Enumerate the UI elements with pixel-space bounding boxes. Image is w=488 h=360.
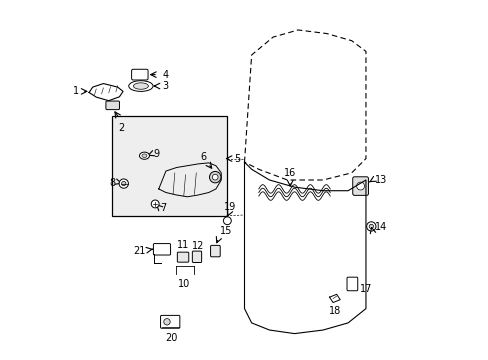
Text: 9: 9 xyxy=(153,149,160,158)
Text: 10: 10 xyxy=(178,279,190,289)
Text: 5: 5 xyxy=(234,154,240,163)
Circle shape xyxy=(212,174,218,180)
Text: 11: 11 xyxy=(177,240,189,250)
Text: 15: 15 xyxy=(220,226,232,236)
Circle shape xyxy=(368,224,373,229)
Text: 8: 8 xyxy=(109,178,116,188)
FancyBboxPatch shape xyxy=(131,69,148,80)
Circle shape xyxy=(209,171,221,183)
FancyBboxPatch shape xyxy=(210,246,220,257)
Text: 13: 13 xyxy=(374,175,386,185)
Circle shape xyxy=(151,200,159,208)
Bar xyxy=(112,116,226,216)
Text: 14: 14 xyxy=(374,222,386,232)
FancyBboxPatch shape xyxy=(153,244,170,255)
Circle shape xyxy=(356,182,364,190)
Text: 6: 6 xyxy=(200,152,206,162)
Text: 20: 20 xyxy=(165,333,177,343)
Text: 19: 19 xyxy=(224,202,236,212)
Text: 4: 4 xyxy=(162,70,168,80)
Text: 16: 16 xyxy=(284,168,296,178)
FancyBboxPatch shape xyxy=(192,251,201,262)
Text: 3: 3 xyxy=(162,81,168,91)
Text: 18: 18 xyxy=(328,306,340,316)
Text: 17: 17 xyxy=(359,284,371,294)
FancyBboxPatch shape xyxy=(106,101,119,110)
Ellipse shape xyxy=(128,81,153,91)
Circle shape xyxy=(366,222,375,231)
Text: 21: 21 xyxy=(133,246,145,256)
FancyBboxPatch shape xyxy=(352,177,367,195)
Circle shape xyxy=(223,217,231,225)
Ellipse shape xyxy=(142,154,147,157)
Ellipse shape xyxy=(139,152,149,159)
Circle shape xyxy=(122,181,125,186)
FancyBboxPatch shape xyxy=(346,277,357,291)
Text: 7: 7 xyxy=(160,203,166,212)
Circle shape xyxy=(119,179,128,188)
Text: 2: 2 xyxy=(118,123,124,133)
FancyBboxPatch shape xyxy=(177,252,188,262)
Ellipse shape xyxy=(133,83,148,89)
Text: 1: 1 xyxy=(73,86,80,96)
Circle shape xyxy=(163,319,170,325)
FancyBboxPatch shape xyxy=(160,315,180,328)
Text: 12: 12 xyxy=(191,242,204,251)
